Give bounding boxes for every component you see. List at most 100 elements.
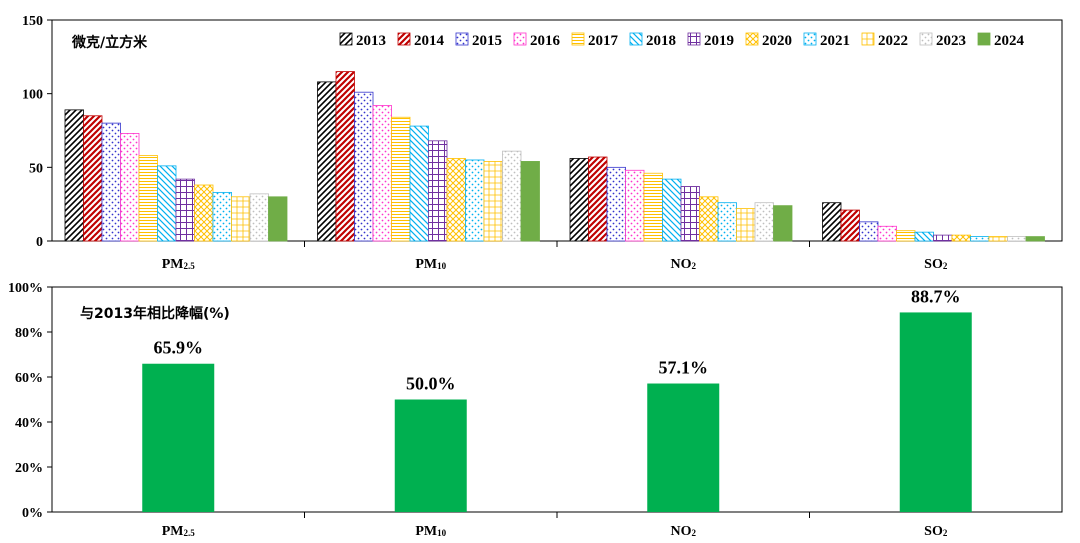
y-tick-label: 40%: [15, 416, 43, 431]
legend-label: 2019: [704, 33, 734, 49]
legend-swatch: [687, 32, 701, 46]
legend-swatch: [571, 32, 585, 46]
reduction-y-axis: 0% 20% 40% 60% 80% 100%: [8, 281, 52, 521]
bar-2015-SO2: [859, 221, 879, 242]
legend-label: 2024: [994, 33, 1025, 49]
x-tick-label-PM2.5: PM2.5: [162, 524, 196, 539]
emissions-y-axis: 0 50 100 150: [22, 14, 52, 250]
legend-swatch: [861, 32, 875, 46]
bar-2024-NO2: [773, 205, 793, 242]
bar-2024-PM2.5: [268, 196, 288, 242]
reduction-data-labels: 65.9% 50.0% 57.1% 88.7%: [154, 286, 961, 393]
bar-2015-NO2: [606, 166, 626, 242]
reduction-bars: [142, 312, 972, 512]
reduction-bar-NO2: [647, 383, 720, 512]
y-tick-label: 100%: [8, 281, 43, 296]
x-tick-label-NO2: NO2: [671, 257, 697, 272]
bar-2016-SO2: [877, 225, 897, 242]
legend-item-2023: 2023: [919, 32, 966, 49]
bar-2019-PM10: [428, 140, 448, 242]
y-tick-label: 80%: [15, 326, 43, 341]
emissions-legend: 2013 2014 2015 2016 2017 2018 2019 2020 2021 2022…: [339, 32, 1025, 49]
legend-label: 2021: [820, 33, 850, 49]
bar-2013-PM10: [317, 81, 337, 242]
legend-swatch: [745, 32, 759, 46]
legend-item-2014: 2014: [397, 32, 445, 49]
y-tick-label: 100: [22, 88, 43, 103]
x-tick-label-SO2: SO2: [924, 524, 948, 539]
legend-label: 2018: [646, 33, 676, 49]
bar-2019-NO2: [680, 186, 700, 242]
x-tick-label-PM2.5: PM2.5: [162, 257, 196, 272]
legend-swatch: [919, 32, 933, 46]
reduction-x-axis: PM2.5 PM10 NO2 SO2: [162, 512, 948, 539]
legend-item-2019: 2019: [687, 32, 734, 49]
legend-swatch: [397, 32, 411, 46]
bar-2018-NO2: [662, 178, 682, 242]
legend-label: 2016: [530, 33, 561, 49]
bar-2021-PM10: [465, 159, 485, 242]
bar-2021-NO2: [717, 202, 737, 242]
bar-2022-PM10: [483, 161, 503, 242]
y-tick-label: 0: [36, 235, 43, 250]
bar-2023-PM2.5: [249, 193, 269, 242]
reduction-bar-PM10: [394, 399, 467, 512]
bar-2016-NO2: [625, 169, 645, 242]
y-tick-label: 150: [22, 14, 43, 29]
reduction-bar-SO2: [899, 312, 972, 512]
bar-2017-PM2.5: [138, 155, 158, 242]
bar-2013-PM2.5: [64, 109, 84, 242]
bar-2019-PM2.5: [175, 178, 195, 242]
legend-label: 2017: [588, 33, 619, 49]
bar-2022-SO2: [988, 236, 1008, 242]
legend-label: 2015: [472, 33, 502, 49]
legend-swatch: [629, 32, 643, 46]
bar-2023-PM10: [502, 150, 522, 242]
bar-2018-SO2: [914, 231, 934, 242]
legend-label: 2014: [414, 33, 445, 49]
bar-2022-NO2: [736, 208, 756, 242]
bar-2013-SO2: [822, 202, 842, 242]
bar-2024-SO2: [1025, 236, 1045, 242]
legend-swatch: [339, 32, 353, 46]
legend-item-2018: 2018: [629, 32, 676, 49]
reduction-title: 与2013年相比降幅(%): [80, 305, 230, 322]
legend-item-2017: 2017: [571, 32, 619, 49]
legend-swatch: [513, 32, 527, 46]
data-label-SO2: 88.7%: [911, 286, 961, 306]
legend-label: 2022: [878, 33, 908, 49]
emissions-x-axis: PM2.5 PM10 NO2 SO2: [162, 241, 948, 272]
x-tick-label-SO2: SO2: [924, 257, 948, 272]
bar-2023-SO2: [1007, 236, 1027, 242]
bar-2013-NO2: [569, 158, 589, 242]
bar-2014-SO2: [840, 209, 860, 242]
bar-2014-NO2: [588, 156, 608, 242]
emissions-unit-label: 微克/立方米: [71, 34, 148, 51]
bar-2016-PM2.5: [120, 133, 140, 242]
legend-swatch: [803, 32, 817, 46]
legend-label: 2013: [356, 33, 386, 49]
bar-2021-PM2.5: [212, 191, 232, 242]
legend-item-2022: 2022: [861, 32, 908, 49]
bar-2015-PM2.5: [101, 122, 121, 242]
bar-2016-PM10: [372, 105, 392, 242]
reduction-chart: 与2013年相比降幅(%) 0% 20% 40% 60% 80% 100% 65.9% 50…: [8, 281, 1063, 539]
x-tick-label-PM10: PM10: [415, 524, 446, 539]
x-tick-label-NO2: NO2: [671, 524, 697, 539]
bar-2018-PM2.5: [157, 165, 177, 242]
bar-2017-SO2: [896, 230, 916, 242]
bar-2015-PM10: [354, 91, 374, 242]
bar-2024-PM10: [520, 161, 540, 242]
y-tick-label: 60%: [15, 371, 43, 386]
bar-2014-PM2.5: [83, 115, 103, 242]
bar-2020-NO2: [699, 196, 719, 242]
legend-label: 2020: [762, 33, 792, 49]
legend-label: 2023: [936, 33, 966, 49]
bar-2020-PM2.5: [194, 184, 214, 242]
bar-2018-PM10: [409, 125, 429, 242]
bar-2014-PM10: [335, 71, 355, 242]
reduction-bar-PM2.5: [142, 363, 215, 512]
legend-swatch: [455, 32, 469, 46]
bar-2020-PM10: [446, 158, 466, 242]
